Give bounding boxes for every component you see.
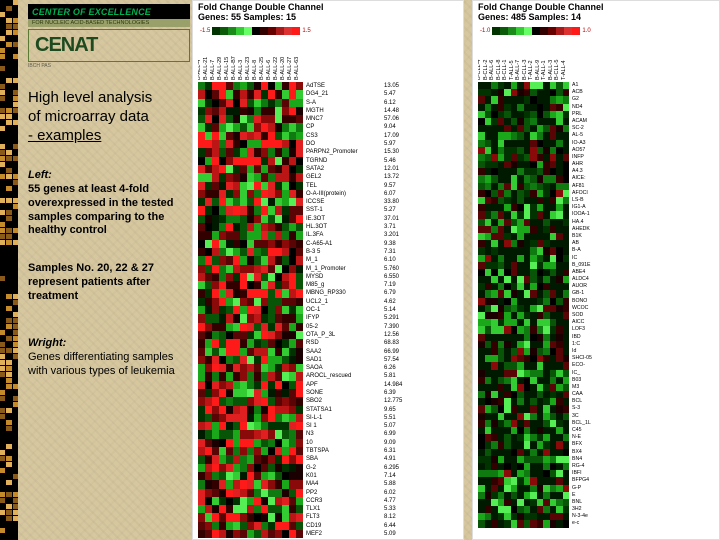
para2-text: Samples No. 20, 22 & 27 represent patien… (28, 262, 154, 302)
paragraph-left: Left: 55 genes at least 4-fold overexpre… (28, 169, 190, 238)
color-scale-right: -1.01.0 (478, 26, 720, 36)
para3-lead: Wright: (28, 337, 66, 349)
para3-text: Genes differentiating samples with vario… (28, 351, 175, 377)
para1-lead: Left: (28, 169, 52, 181)
panel-right-title: Fold Change Double Channel (472, 0, 720, 12)
page-title: High level analysis of microarray data -… (28, 89, 190, 145)
title-line-3: - examples (28, 127, 190, 146)
paragraph-samples: Samples No. 20, 22 & 27 represent patien… (28, 262, 190, 303)
column-headers-left: B-ALL-4B-ALL-21B-ALL-7B-ALL-29B-ALL-15B-… (198, 38, 464, 82)
brand-line1: CENTER OF EXCELLENCE (28, 4, 190, 19)
title-line-1: High level analysis (28, 89, 190, 108)
heatmap-panel-left: Fold Change Double Channel Genes: 55 Sam… (192, 0, 464, 540)
brand-logo-text: CENAT (35, 34, 97, 57)
row-labels-left: AdTSE13.05DG4_215.47S-A6.12MGTH14.48MNC7… (306, 82, 406, 538)
brand-ibch: IBCH PAS (28, 63, 190, 69)
decorative-left-strip (0, 0, 18, 540)
paragraph-right: Wright: Genes differentiating samples wi… (28, 337, 190, 378)
panel-left-subtitle: Genes: 55 Samples: 15 (192, 12, 464, 24)
para1-text: 55 genes at least 4-fold overexpressed i… (28, 183, 174, 236)
content-column: CENTER OF EXCELLENCE FOR NUCLEIC ACID-BA… (28, 0, 190, 540)
brand-line2: FOR NUCLEIC ACID-BASED TECHNOLOGIES (28, 19, 190, 27)
brand-logo: CENAT (28, 29, 190, 62)
row-labels-right: A1ACBG2ND4PRLACAMSC-2AL-5IO-A3AO57INFPAH… (572, 82, 620, 528)
heatmap-right (478, 82, 569, 528)
heatmap-left (198, 82, 303, 538)
color-scale-left: -1.51.5 (198, 26, 464, 36)
panel-right-subtitle: Genes: 485 Samples: 14 (472, 12, 720, 24)
panel-left-title: Fold Change Double Channel (192, 0, 464, 12)
heatmap-panel-right: Fold Change Double Channel Genes: 485 Sa… (472, 0, 720, 540)
title-line-2: of microarray data (28, 108, 190, 127)
brand-box: CENTER OF EXCELLENCE FOR NUCLEIC ACID-BA… (28, 0, 190, 69)
column-headers-right: B-CLL-4B-CLL-2B-ALL-6B-CLL-8B-CLL-1T-ALL… (478, 38, 720, 82)
